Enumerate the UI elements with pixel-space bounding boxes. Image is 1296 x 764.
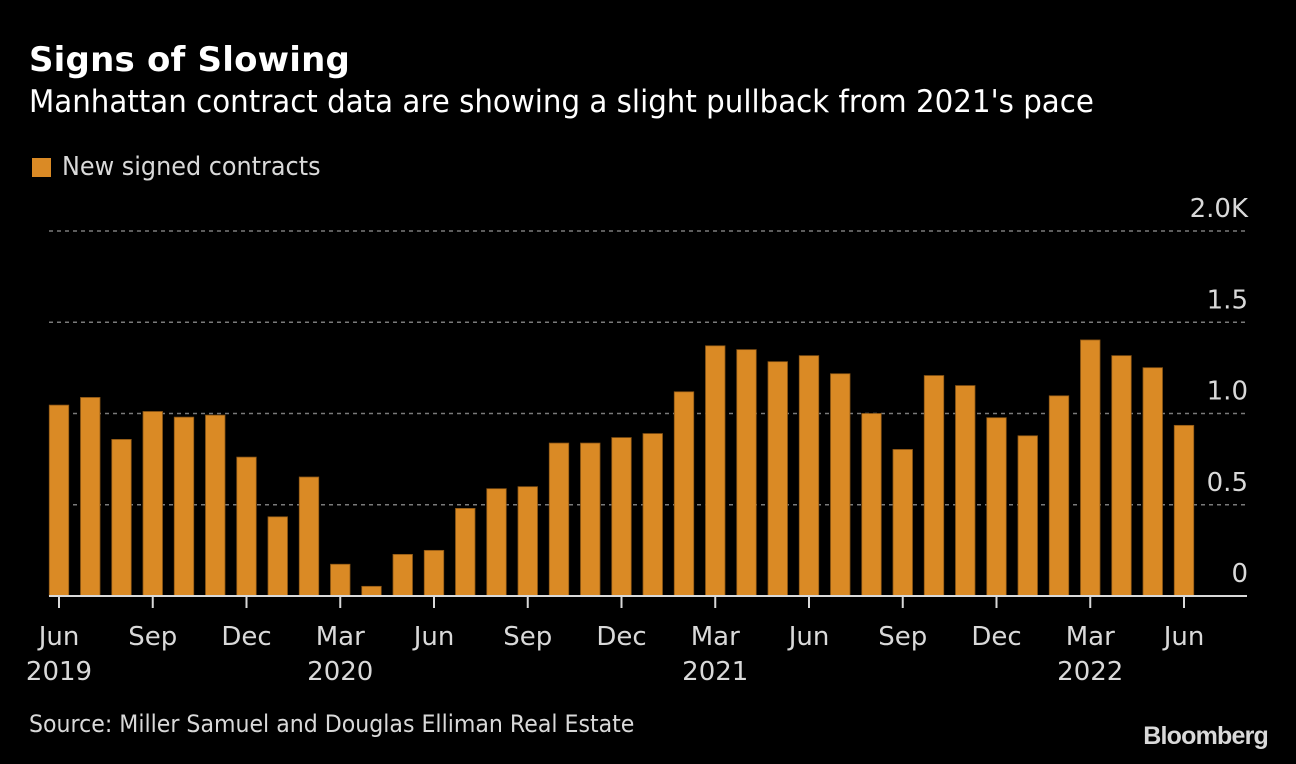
bar xyxy=(1173,424,1195,597)
x-tick-year-label: 2022 xyxy=(1057,657,1123,687)
legend-swatch xyxy=(32,157,51,177)
bars xyxy=(48,339,1195,597)
x-tick-label: Sep xyxy=(128,622,177,652)
bar xyxy=(986,417,1007,597)
y-tick-label: 2.0K xyxy=(1190,194,1249,224)
bar xyxy=(205,414,226,597)
bar xyxy=(111,439,132,597)
bar xyxy=(548,442,570,597)
x-tick-label: Mar xyxy=(1066,622,1115,652)
bar xyxy=(392,553,413,597)
bar xyxy=(830,373,851,597)
bar xyxy=(1080,339,1101,597)
y-axis: 0 0.5 1.0 1.5 2.0K xyxy=(1190,194,1249,589)
bar xyxy=(1017,435,1038,597)
x-tick-year-label: 2021 xyxy=(682,657,748,687)
bar xyxy=(673,391,695,597)
chart-title: Signs of Slowing xyxy=(29,40,351,80)
source-note: Source: Miller Samuel and Douglas Ellima… xyxy=(29,710,635,738)
x-tick-label: Jun xyxy=(1162,622,1205,652)
bar xyxy=(861,413,882,597)
bar xyxy=(580,442,601,597)
bar xyxy=(798,355,820,597)
bar xyxy=(736,349,757,597)
bar xyxy=(298,476,320,597)
bar xyxy=(423,549,445,597)
y-tick-label: 0.5 xyxy=(1207,468,1248,498)
y-tick-label: 0 xyxy=(1231,559,1248,589)
bar xyxy=(142,411,163,597)
legend: New signed contracts xyxy=(32,152,343,182)
bar xyxy=(48,404,70,597)
bar xyxy=(517,486,538,597)
x-tick-label: Mar xyxy=(691,622,740,652)
x-tick-label: Sep xyxy=(878,622,927,652)
bar xyxy=(1142,367,1163,597)
y-tick-label: 1.5 xyxy=(1207,285,1248,315)
bar xyxy=(955,385,976,597)
bar-chart: 0 0.5 1.0 1.5 2.0K Jun 2019 Sep Dec Mar 2020 Jun Se… xyxy=(26,194,1249,687)
chart-subtitle: Manhattan contract data are showing a sl… xyxy=(29,84,1094,120)
bar xyxy=(455,507,476,597)
bar xyxy=(892,449,913,597)
bar xyxy=(267,516,288,597)
bar xyxy=(236,456,257,597)
bar xyxy=(80,397,101,597)
x-tick-label: Mar xyxy=(316,622,365,652)
bar xyxy=(361,585,382,597)
x-tick-label: Dec xyxy=(596,622,646,652)
x-tick-year-label: 2020 xyxy=(307,657,373,687)
bar xyxy=(486,488,507,597)
bloomberg-logo: Bloomberg xyxy=(1143,722,1269,750)
bar xyxy=(1048,395,1070,597)
x-tick-label: Dec xyxy=(971,622,1021,652)
bar xyxy=(1111,355,1132,597)
x-tick-label: Jun xyxy=(412,622,455,652)
x-tick-year-label: 2019 xyxy=(26,657,92,687)
bar xyxy=(642,433,663,597)
bar xyxy=(611,437,632,597)
legend-label: New signed contracts xyxy=(62,152,321,182)
x-tick-label: Sep xyxy=(503,622,552,652)
x-tick-label: Jun xyxy=(37,622,80,652)
bar xyxy=(705,345,726,597)
x-axis: Jun 2019 Sep Dec Mar 2020 Jun Sep Dec Mar 2021 Jun S… xyxy=(26,595,1247,687)
x-tick-label: Jun xyxy=(787,622,830,652)
bar xyxy=(923,375,945,597)
y-tick-label: 1.0 xyxy=(1207,377,1248,407)
bar xyxy=(173,416,195,597)
x-tick-label: Dec xyxy=(221,622,271,652)
bar xyxy=(767,361,788,597)
bar xyxy=(330,563,351,597)
